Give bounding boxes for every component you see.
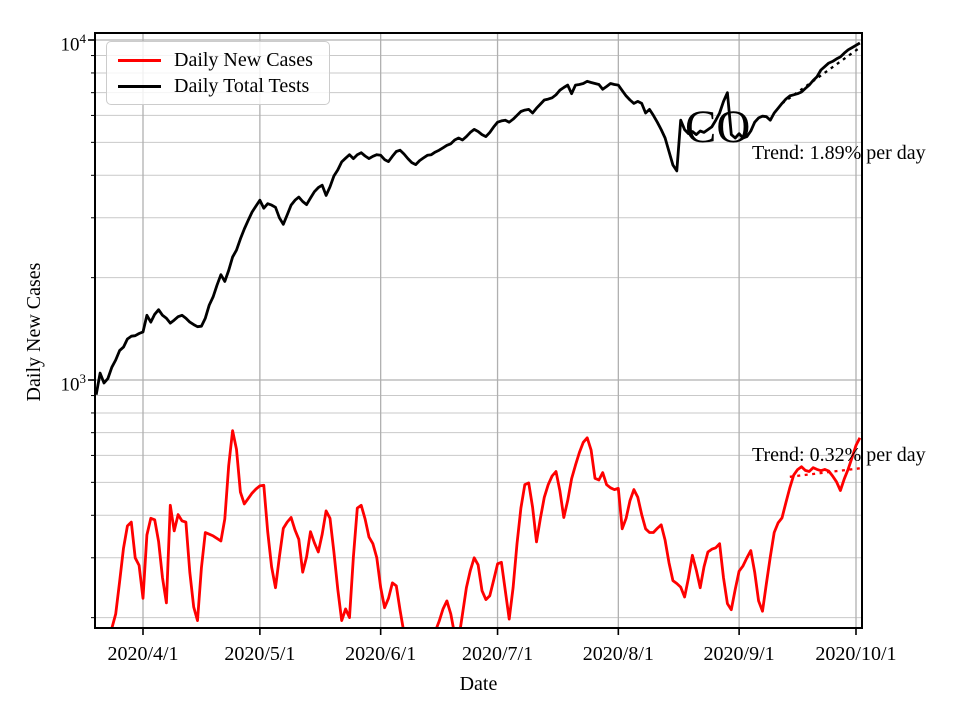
legend: Daily New Cases Daily Total Tests — [106, 41, 330, 105]
x-tick-label: 2020/6/1 — [345, 643, 417, 665]
x-tick-label: 2020/10/1 — [815, 643, 897, 665]
cases-trend-annotation: Trend: 0.32% per day — [752, 444, 926, 466]
legend-label-tests: Daily Total Tests — [174, 74, 310, 97]
x-tick-label: 2020/7/1 — [461, 643, 534, 665]
y-axis-label: Daily New Cases — [23, 262, 45, 402]
state-annotation: CO — [685, 101, 751, 153]
x-axis-label: Date — [459, 673, 498, 695]
tests-trend-annotation: Trend: 1.89% per day — [752, 142, 926, 164]
tests-line-sample-icon — [118, 84, 161, 88]
legend-label-cases: Daily New Cases — [174, 48, 313, 71]
x-tick-label: 2020/5/1 — [224, 643, 296, 665]
y-tick-label: 104 — [60, 31, 87, 56]
x-tick-label: 2020/8/1 — [582, 643, 654, 665]
cases-line-sample-icon — [118, 58, 161, 62]
legend-item-tests: Daily Total Tests — [118, 73, 318, 99]
legend-item-cases: Daily New Cases — [118, 47, 318, 73]
x-tick-label: 2020/9/1 — [703, 643, 775, 665]
x-tick-label: 2020/4/1 — [107, 643, 179, 665]
y-tick-label: 103 — [60, 371, 87, 396]
